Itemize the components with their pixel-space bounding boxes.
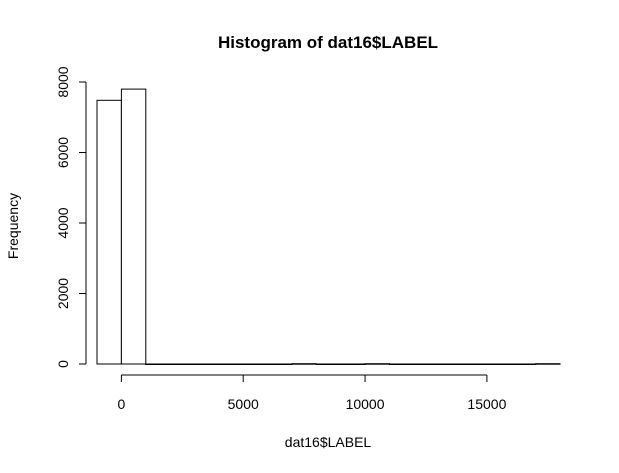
histogram-bar: [218, 363, 244, 365]
histogram-bar: [145, 363, 171, 365]
y-tick-label: 4000: [55, 207, 71, 238]
chart-title: Histogram of dat16$LABEL: [218, 33, 438, 52]
histogram-bar: [462, 363, 488, 365]
bars-group: [96, 88, 561, 365]
histogram-bar: [267, 363, 293, 365]
histogram-bar: [535, 363, 561, 365]
histogram-bar: [437, 363, 464, 365]
histogram-bar: [291, 363, 317, 365]
y-tick-label: 6000: [55, 137, 71, 168]
x-axis: 0 5000 10000 15000: [117, 374, 507, 412]
x-tick-label: 15000: [467, 396, 506, 412]
histogram-bar: [194, 363, 220, 365]
x-tick-label: 0: [117, 396, 125, 412]
histogram-bar: [96, 99, 122, 365]
histogram-bar: [340, 363, 366, 365]
histogram-bar: [413, 363, 439, 365]
y-tick-label: 8000: [55, 66, 71, 97]
histogram-bar: [388, 363, 415, 365]
histogram-bar: [120, 88, 147, 365]
histogram-bar: [315, 363, 342, 365]
y-axis: 0 2000 4000 6000 8000: [55, 66, 87, 368]
x-axis-label: dat16$LABEL: [285, 434, 372, 450]
histogram-bar: [169, 363, 196, 365]
histogram-bar: [364, 363, 391, 365]
histogram-bar: [242, 363, 269, 365]
histogram-bar: [486, 363, 512, 365]
x-tick-label: 5000: [228, 396, 259, 412]
y-axis-label: Frequency: [5, 193, 21, 259]
y-tick-label: 2000: [55, 278, 71, 309]
y-tick-label: 0: [55, 360, 71, 368]
x-tick-label: 10000: [346, 396, 385, 412]
histogram-bar: [510, 363, 537, 365]
